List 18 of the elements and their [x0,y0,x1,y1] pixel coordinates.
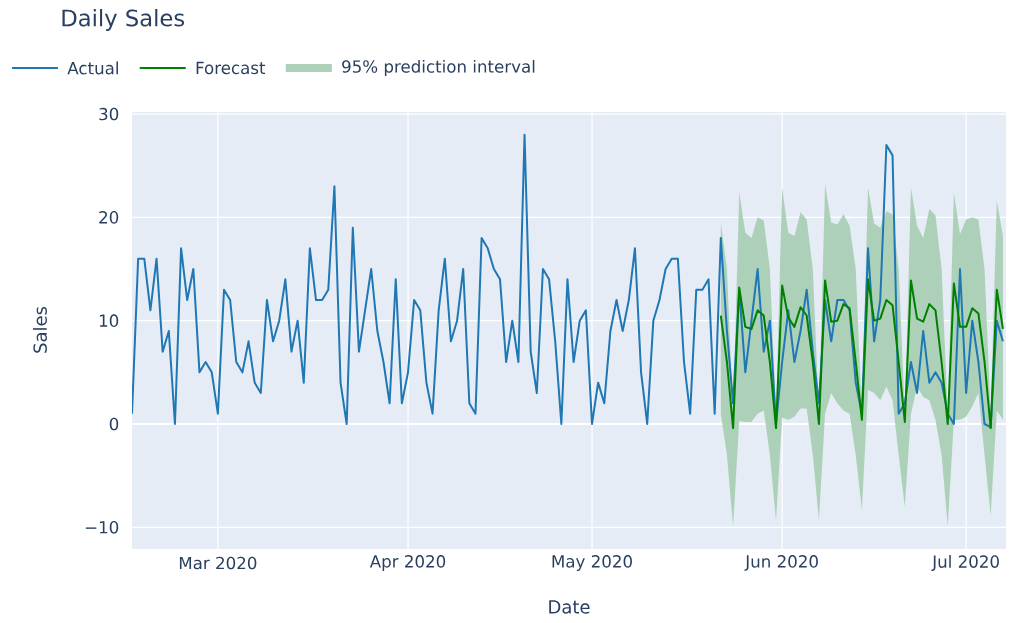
x-tick-label: May 2020 [552,555,632,571]
chart-title: Daily Sales [62,9,185,31]
y-tick-label: 0 [109,417,119,431]
y-tick-label: 20 [99,211,119,224]
y-axis-title: Sales [33,306,47,353]
x-tick-label: Apr 2020 [369,555,446,571]
line-series [719,278,1004,430]
text: 95% prediction interval [342,59,535,77]
legend-label: Actual [67,61,118,75]
x-axis-title: Date [549,600,590,614]
x-tick-label: Mar 2020 [179,556,257,570]
y-tick-label: −10 [85,520,119,534]
x-tick-label: Jun 2020 [744,555,818,571]
line-series [132,133,1004,429]
y-tick-label: 30 [99,107,119,121]
y-tick-label: 10 [99,314,119,327]
x-tick-label: Jul 2020 [931,554,999,571]
legend-label: Forecast [196,61,266,75]
